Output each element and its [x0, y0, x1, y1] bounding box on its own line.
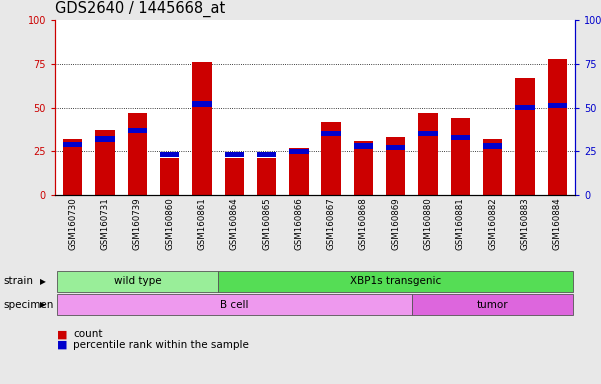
- Bar: [483, 139, 502, 195]
- Text: count: count: [73, 329, 103, 339]
- Bar: [192, 101, 212, 107]
- Text: GSM160880: GSM160880: [424, 197, 433, 250]
- Text: GDS2640 / 1445668_at: GDS2640 / 1445668_at: [55, 1, 225, 17]
- Bar: [418, 113, 438, 195]
- Bar: [354, 143, 373, 149]
- Bar: [451, 118, 470, 195]
- Bar: [192, 62, 212, 195]
- Text: GSM160731: GSM160731: [100, 197, 109, 250]
- Bar: [548, 103, 567, 108]
- Bar: [63, 139, 82, 195]
- Text: ■: ■: [57, 340, 67, 350]
- Bar: [56, 294, 412, 315]
- Bar: [225, 152, 244, 157]
- Text: ▶: ▶: [40, 277, 46, 286]
- Text: specimen: specimen: [3, 300, 53, 310]
- Text: GSM160882: GSM160882: [488, 197, 497, 250]
- Text: GSM160866: GSM160866: [294, 197, 304, 250]
- Text: GSM160861: GSM160861: [198, 197, 207, 250]
- Bar: [386, 145, 406, 151]
- Bar: [451, 135, 470, 140]
- Text: GSM160860: GSM160860: [165, 197, 174, 250]
- Bar: [354, 141, 373, 195]
- Bar: [127, 127, 147, 133]
- Bar: [322, 131, 341, 136]
- Bar: [257, 158, 276, 195]
- Text: GSM160730: GSM160730: [69, 197, 78, 250]
- Bar: [412, 294, 573, 315]
- Text: GSM160883: GSM160883: [520, 197, 529, 250]
- Text: strain: strain: [3, 276, 33, 286]
- Text: wild type: wild type: [114, 276, 161, 286]
- Text: GSM160739: GSM160739: [133, 197, 142, 250]
- Bar: [218, 271, 573, 292]
- Bar: [289, 149, 308, 154]
- Bar: [160, 152, 179, 157]
- Text: B cell: B cell: [220, 300, 248, 310]
- Text: GSM160865: GSM160865: [262, 197, 271, 250]
- Text: GSM160867: GSM160867: [327, 197, 335, 250]
- Bar: [225, 158, 244, 195]
- Bar: [96, 130, 115, 195]
- Bar: [63, 142, 82, 147]
- Text: ▶: ▶: [40, 300, 46, 309]
- Bar: [515, 78, 535, 195]
- Text: GSM160864: GSM160864: [230, 197, 239, 250]
- Text: GSM160868: GSM160868: [359, 197, 368, 250]
- Text: GSM160881: GSM160881: [456, 197, 465, 250]
- Bar: [96, 136, 115, 142]
- Text: GSM160869: GSM160869: [391, 197, 400, 250]
- Bar: [548, 58, 567, 195]
- Bar: [160, 158, 179, 195]
- Bar: [418, 131, 438, 136]
- Bar: [127, 113, 147, 195]
- Text: XBP1s transgenic: XBP1s transgenic: [350, 276, 441, 286]
- Text: GSM160884: GSM160884: [553, 197, 562, 250]
- Bar: [515, 105, 535, 110]
- Text: tumor: tumor: [477, 300, 508, 310]
- Bar: [483, 143, 502, 149]
- Text: ■: ■: [57, 329, 67, 339]
- Bar: [386, 137, 406, 195]
- Bar: [257, 152, 276, 157]
- Bar: [322, 121, 341, 195]
- Text: percentile rank within the sample: percentile rank within the sample: [73, 340, 249, 350]
- Bar: [56, 271, 218, 292]
- Bar: [289, 148, 308, 195]
